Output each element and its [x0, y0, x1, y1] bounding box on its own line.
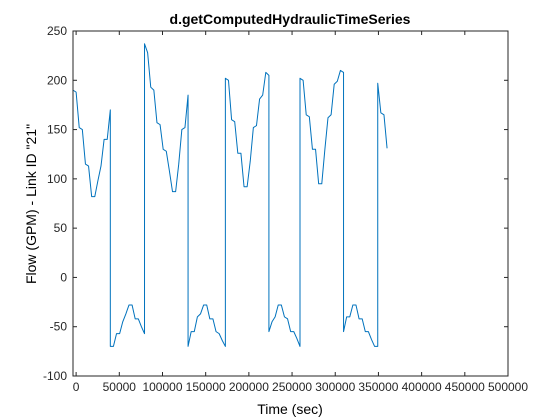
x-tick-label: 200000 [229, 380, 269, 394]
y-tick-label: 200 [47, 73, 67, 87]
line-layer [72, 43, 388, 347]
x-tick-label: 150000 [186, 380, 226, 394]
x-tick-label: 50000 [103, 380, 137, 394]
x-tick-label: 400000 [402, 380, 442, 394]
y-tick-label: 150 [47, 123, 67, 137]
plot-background [73, 31, 508, 376]
x-tick-label: 350000 [358, 380, 398, 394]
x-tick-label: 100000 [142, 380, 182, 394]
x-tick-label: 300000 [315, 380, 355, 394]
x-axis-label: Time (sec) [257, 401, 323, 417]
x-tick-label: 500000 [488, 380, 528, 394]
y-tick-label: 50 [54, 221, 68, 235]
y-axis-label: Flow (GPM) - Link ID "21" [23, 124, 39, 284]
series-line-0 [72, 43, 388, 347]
x-tick-label: 450000 [445, 380, 485, 394]
y-tick-label: 100 [47, 172, 67, 186]
tick-layer: 0 50000 100000 150000 200000 250000 300000 3500… [43, 24, 528, 394]
y-tick-label: -100 [43, 369, 67, 383]
x-tick-label: 250000 [272, 380, 312, 394]
y-tick-label: -50 [50, 320, 68, 334]
x-tick-label: 0 [73, 380, 80, 394]
y-tick-label: 0 [60, 270, 67, 284]
y-tick-label: 250 [47, 24, 67, 38]
chart-title: d.getComputedHydraulicTimeSeries [170, 11, 411, 27]
plot-frame [72, 30, 509, 377]
